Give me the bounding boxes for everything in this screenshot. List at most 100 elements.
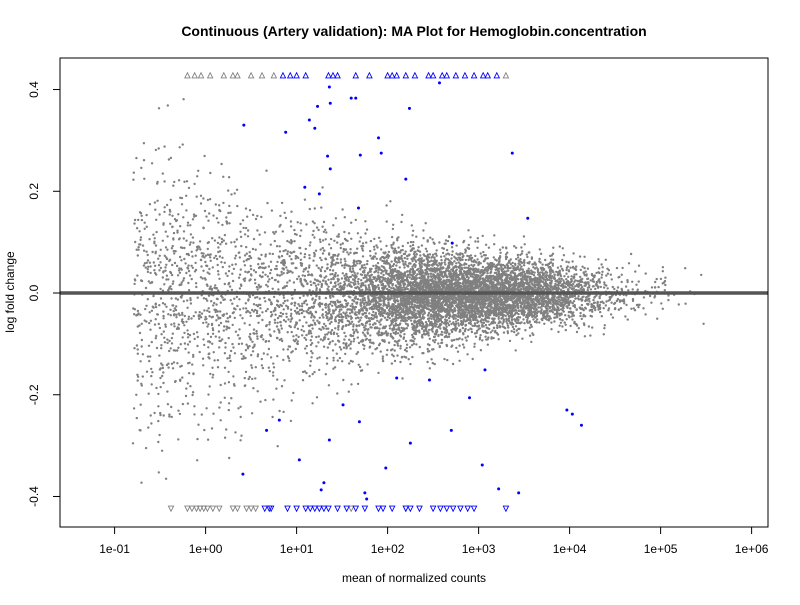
gene-point [458,359,461,362]
gene-point [526,318,529,322]
gene-point [163,283,166,286]
gene-point [133,218,137,222]
gene-point [428,343,431,347]
gene-point [238,298,241,301]
gene-point [506,277,509,280]
gene-point [282,296,286,299]
gene-point [188,334,192,337]
gene-point [252,303,256,306]
gene-point [158,354,161,357]
gene-point [245,252,248,255]
gene-point [595,280,599,284]
gene-point [531,263,535,266]
gene-point [185,239,188,242]
gene-point [199,202,203,205]
gene-point [492,336,495,340]
gene-point [187,315,191,318]
gene-point [178,314,181,317]
gene-point [164,230,167,233]
gene-point [196,296,199,299]
gene-point [182,237,185,240]
gene-point [266,353,269,356]
gene-point [351,360,354,363]
gene-point [190,317,193,320]
gene-point [284,320,287,323]
gene-point [390,320,393,323]
gene-point [346,251,349,254]
gene-point [195,245,199,249]
gene-point [667,298,670,302]
gene-point [323,303,327,307]
gene-point [600,276,603,279]
gene-point [560,267,564,270]
gene-point [206,438,210,441]
gene-point [146,270,150,274]
gene-point [466,254,469,258]
gene-point [203,256,206,259]
gene-point [255,311,259,315]
gene-point [139,360,142,363]
gene-point [171,244,174,248]
gene-point [185,387,188,390]
gene-point [402,262,405,266]
gene-point [298,296,302,300]
gene-point [206,271,209,274]
gene-point [205,283,209,286]
gene-point [445,334,448,338]
gene-point [429,315,432,318]
gene-point [473,263,476,267]
gene-point [290,210,293,213]
gene-point [144,446,148,450]
gene-point [282,358,285,362]
gene-point [591,326,594,329]
gene-point [324,296,328,300]
gene-point [600,273,604,276]
gene-point [702,322,705,325]
gene-point [235,295,239,299]
gene-point [360,273,364,277]
gene-point [396,344,400,347]
gene-point [295,334,298,337]
gene-point [303,301,306,305]
gene-point [336,277,339,281]
gene-point [166,104,169,107]
gene-point [363,299,367,302]
gene-point [265,324,268,328]
gene-point [583,255,586,258]
gene-point [295,233,298,236]
gene-point [200,252,203,255]
gene-point [280,273,283,276]
gene-point [239,230,242,233]
gene-point [473,345,476,348]
gene-point [248,209,252,212]
gene-point [507,269,510,272]
gene-point [162,414,165,417]
gene-point [302,270,305,273]
gene-point [367,317,371,320]
gene-point [341,208,344,211]
gene-point [258,233,261,236]
gene-point [212,304,215,307]
gene-point [495,324,499,327]
gene-point [661,282,664,285]
gene-point [550,321,553,324]
gene-point [388,307,392,310]
gene-point [168,259,171,263]
gene-point [345,347,348,350]
gene-point [341,264,344,267]
gene-point [321,252,325,255]
gene-point [404,260,407,264]
gene-point [580,280,584,284]
gene-point [138,230,141,233]
gene-point [175,305,178,308]
gene-point [605,300,608,303]
gene-point [597,258,600,261]
gene-point [422,237,425,240]
gene-point [198,350,201,354]
gene-point [391,264,395,268]
gene-point [260,357,263,361]
gene-point [286,355,290,358]
gene-point [236,204,239,208]
gene-point [321,313,324,316]
